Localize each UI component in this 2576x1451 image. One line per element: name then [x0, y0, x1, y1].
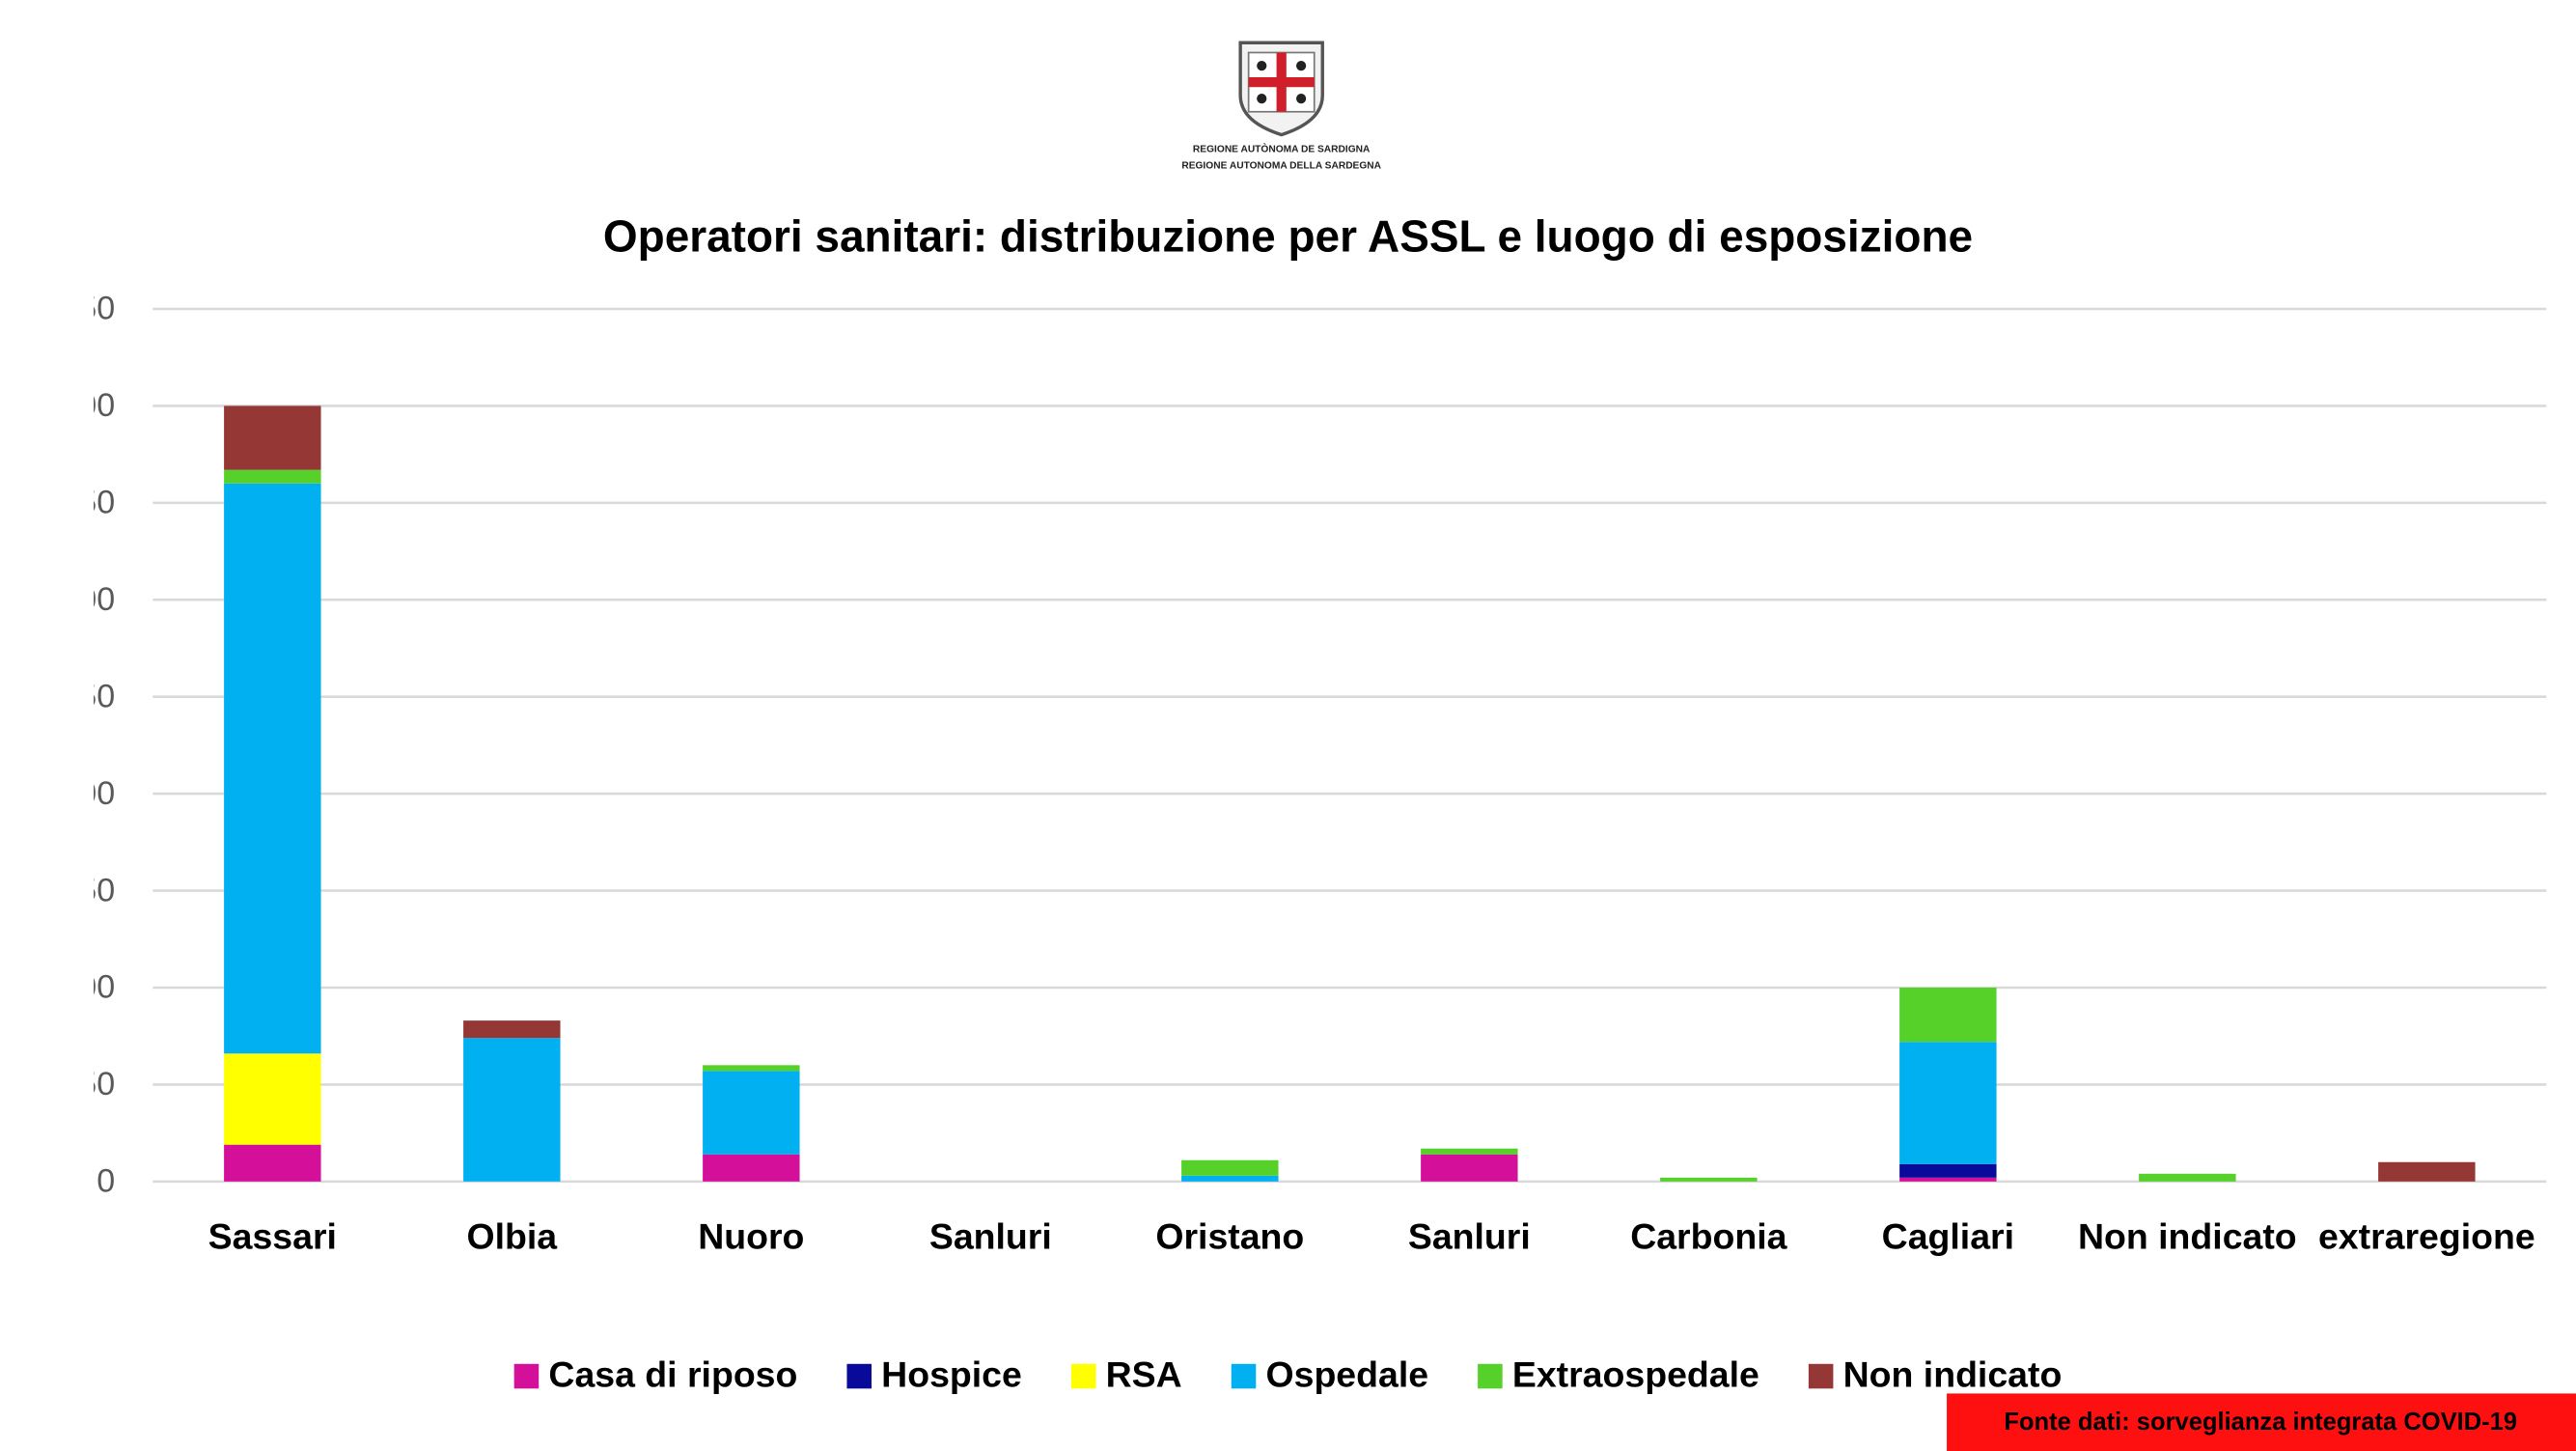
chart-title: Operatori sanitari: distribuzione per AS… — [603, 211, 1973, 262]
logo: REGIONE AUTÒNOMA DE SARDIGNA REGIONE AUT… — [1181, 41, 1382, 172]
legend-item: Non indicato — [1808, 1353, 2063, 1394]
x-tick-label: Nuoro — [698, 1215, 804, 1256]
bar-segment — [1899, 987, 1997, 1043]
bar-segment — [1660, 1177, 1758, 1182]
legend-item: Hospice — [846, 1353, 1022, 1394]
source-box — [1947, 1393, 2576, 1451]
y-tick-label: 200 — [60, 775, 115, 812]
bar-segment — [1899, 1163, 1997, 1178]
bar-segment — [224, 483, 321, 1054]
y-tick-label: 250 — [60, 678, 115, 714]
legend-item: Casa di riposo — [513, 1353, 797, 1394]
y-tick-label: 400 — [60, 387, 115, 424]
bar-segment — [703, 1071, 800, 1155]
legend-label: Hospice — [881, 1353, 1022, 1394]
y-tick-label: 50 — [78, 1066, 115, 1102]
bar-segment — [224, 405, 321, 470]
logo-text: REGIONE AUTONOMA DELLA SARDEGNA — [1181, 161, 1381, 172]
bar-segment — [224, 1144, 321, 1182]
legend-label: RSA — [1106, 1353, 1182, 1394]
x-tick-label: Sassari — [208, 1215, 337, 1256]
y-tick-label: 300 — [60, 581, 115, 618]
bar-segment — [463, 1038, 561, 1182]
x-tick-label: Sanluri — [929, 1215, 1052, 1256]
y-tick-label: 350 — [60, 485, 115, 521]
bar-segment — [1421, 1148, 1518, 1155]
legend-item: Extraospedale — [1478, 1353, 1759, 1394]
bar-segment — [2139, 1173, 2236, 1182]
legend-item: RSA — [1070, 1353, 1182, 1394]
bar-segment — [703, 1065, 800, 1072]
legend-swatch — [1231, 1363, 1257, 1389]
bar-segment — [224, 1053, 321, 1145]
y-tick-label: 100 — [60, 969, 115, 1006]
legend-label: Casa di riposo — [548, 1353, 797, 1394]
bar-segment — [1181, 1159, 1279, 1176]
legend-swatch — [1070, 1363, 1096, 1389]
bar-segment — [1181, 1175, 1279, 1182]
x-tick-label: Non indicato — [2078, 1215, 2297, 1256]
bar-segment — [703, 1154, 800, 1182]
legend-item: Ospedale — [1231, 1353, 1429, 1394]
bar-segment — [1899, 1042, 1997, 1164]
legend-swatch — [1808, 1363, 1834, 1389]
y-tick-label: 150 — [60, 872, 115, 908]
y-tick-label: 450 — [60, 291, 115, 327]
x-tick-label: extraregione — [2318, 1215, 2535, 1256]
x-tick-label: Oristano — [1155, 1215, 1304, 1256]
legend-label: Extraospedale — [1512, 1353, 1759, 1394]
legend-label: Non indicato — [1843, 1353, 2063, 1394]
x-tick-label: Sanluri — [1408, 1215, 1531, 1256]
bar-segment — [1899, 1177, 1997, 1182]
bar-segment — [2378, 1161, 2476, 1182]
legend-swatch — [513, 1363, 540, 1389]
logo-text: REGIONE AUTÒNOMA DE SARDIGNA — [1193, 143, 1371, 155]
bar-segment — [224, 469, 321, 484]
legend-swatch — [846, 1363, 872, 1389]
bar-segment — [1421, 1154, 1518, 1182]
y-tick-label: 0 — [97, 1163, 115, 1200]
x-tick-label: Carbonia — [1630, 1215, 1787, 1256]
source: Fonte dati: sorveglianza integrata COVID… — [2004, 1409, 2517, 1436]
x-tick-label: Olbia — [467, 1215, 559, 1256]
legend-swatch — [1478, 1363, 1503, 1389]
bar-segment — [463, 1020, 561, 1039]
x-tick-label: Cagliari — [1882, 1215, 2014, 1256]
legend-label: Ospedale — [1266, 1353, 1429, 1394]
